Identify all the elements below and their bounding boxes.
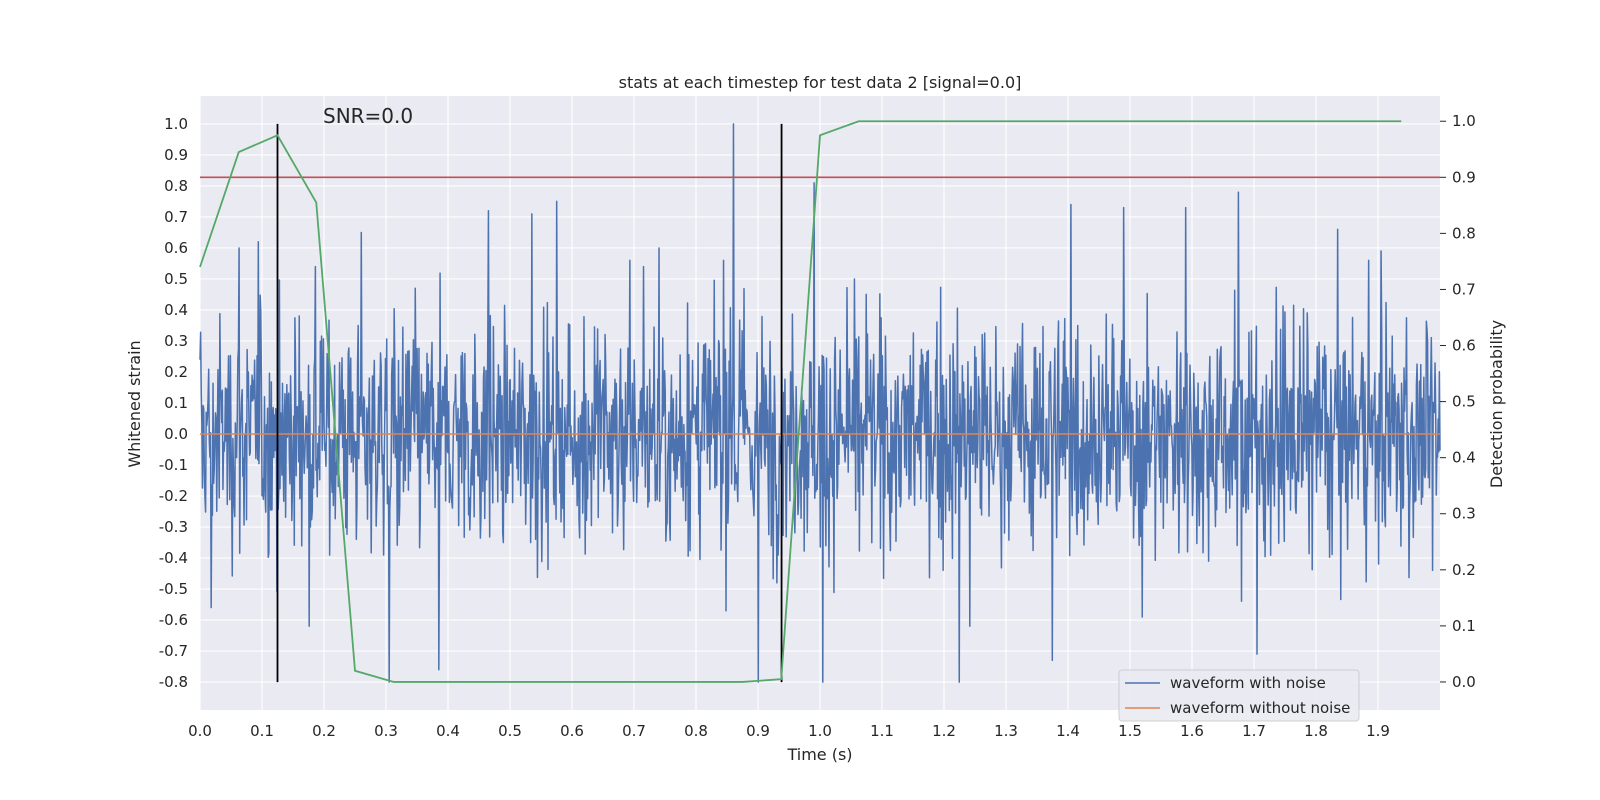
series-waveform-with-noise [199,123,1441,683]
y-tick-label: 0.3 [164,332,188,350]
x-tick-label: 1.4 [1056,722,1080,740]
y-tick-label: -0.2 [159,487,188,505]
y-tick-label: -0.1 [159,456,188,474]
y2-tick-label: 0.8 [1452,224,1476,242]
tick-layer: 0.0 0.1 0.2 0.3 0.4 0.5 0.6 0.7 0.8 0.9 1.0 1.1 1.2 1… [159,112,1476,740]
x-tick-label: 1.7 [1242,722,1266,740]
y2-tick-label: 0.3 [1452,505,1476,523]
x-tick-label: 1.0 [808,722,832,740]
y-tick-label: -0.4 [159,549,188,567]
y2-tick-label: 0.7 [1452,280,1476,298]
x-tick-label: 1.1 [870,722,894,740]
y2-tick-label: 1.0 [1452,112,1476,130]
legend-entry-clean: waveform without noise [1170,699,1350,717]
x-tick-label: 0.6 [560,722,584,740]
y-axis-label: Whitened strain [125,340,144,467]
y-tick-label: 1.0 [164,115,188,133]
y2-axis-label: Detection probability [1487,320,1506,488]
y-tick-label: 0.2 [164,363,188,381]
y2-tick-label: 0.4 [1452,449,1476,467]
x-tick-label: 0.5 [498,722,522,740]
y2-tick-label: 0.1 [1452,617,1476,635]
y-tick-label: -0.8 [159,673,188,691]
overlay-layer [199,120,1440,683]
x-tick-label: 1.2 [932,722,956,740]
y-tick-label: 0.1 [164,394,188,412]
x-tick-label: 0.0 [188,722,212,740]
y2-tick-label: 0.5 [1452,393,1476,411]
y-tick-label: 0.7 [164,208,188,226]
legend: waveform with noise waveform without noi… [1118,669,1360,722]
y-tick-label: -0.3 [159,518,188,536]
x-tick-label: 1.6 [1180,722,1204,740]
y2-tick-label: 0.0 [1452,673,1476,691]
y-tick-label: -0.5 [159,580,188,598]
legend-entry-noisy: waveform with noise [1170,674,1326,692]
snr-annotation: SNR=0.0 [323,104,413,128]
y-tick-label: 0.4 [164,301,188,319]
y-tick-label: 0.5 [164,270,188,288]
y-tick-label: 0.8 [164,177,188,195]
x-tick-label: 0.4 [436,722,460,740]
x-tick-label: 1.8 [1304,722,1328,740]
y-tick-label: 0.6 [164,239,188,257]
x-tick-label: 1.5 [1118,722,1142,740]
x-tick-label: 0.7 [622,722,646,740]
x-tick-label: 0.2 [312,722,336,740]
x-tick-label: 0.9 [746,722,770,740]
x-axis-label: Time (s) [786,745,852,764]
x-tick-label: 1.3 [994,722,1018,740]
noisy-waveform-layer [199,123,1441,683]
y-tick-label: -0.7 [159,642,188,660]
y-tick-label: 0.9 [164,146,188,164]
series-detection-probability [199,120,1402,683]
x-tick-label: 0.3 [374,722,398,740]
y-tick-label: 0.0 [164,425,188,443]
legend-box [1118,669,1360,722]
y2-tick-label: 0.9 [1452,168,1476,186]
x-tick-label: 1.9 [1366,722,1390,740]
y-tick-label: -0.6 [159,611,188,629]
x-tick-label: 0.1 [250,722,274,740]
y2-tick-label: 0.6 [1452,337,1476,355]
y2-tick-label: 0.2 [1452,561,1476,579]
x-tick-label: 0.8 [684,722,708,740]
chart-title: stats at each timestep for test data 2 [… [619,73,1022,92]
